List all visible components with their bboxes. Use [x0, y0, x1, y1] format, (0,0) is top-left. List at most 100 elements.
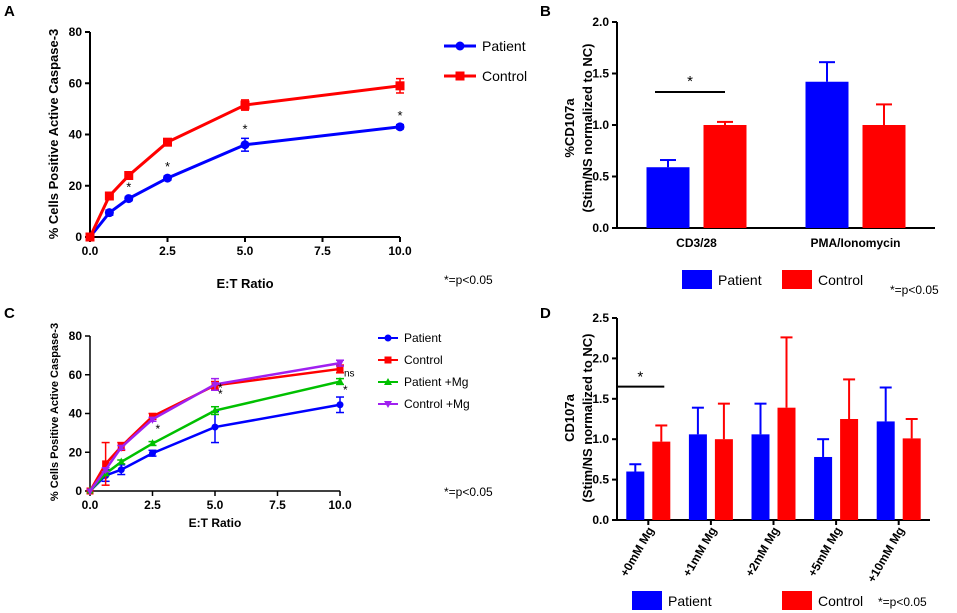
panel-d-category-label: +2mM Mg: [742, 525, 782, 580]
panel-d-bar-patient: [876, 421, 895, 520]
panel-c-series-control-mg-line: [88, 361, 341, 492]
panel-a-chart: % Cells Positive Active Caspase-3 E:T Ra…: [46, 25, 527, 291]
panel-a-x-tick-label: 5.0: [237, 244, 254, 258]
panel-d-significance-star: *: [637, 369, 643, 386]
legend-control-label: Control: [818, 593, 863, 609]
panel-d-bar-patient: [751, 434, 770, 520]
panel-a-x-tick-label: 2.5: [159, 244, 176, 258]
panel-c-significance-annotation: ns: [344, 369, 355, 380]
panel-c-x-tick-label: 10.0: [328, 498, 352, 512]
legend-control-label: Control: [404, 353, 443, 367]
panel-label-b: B: [540, 3, 551, 20]
panel-c-ylabel: % Cells Positive Active Caspase-3: [49, 323, 61, 501]
panel-c-pvalue-note: *=p<0.05: [444, 485, 493, 499]
panel-a-series-patient-significance-star: *: [165, 159, 170, 174]
panel-c-x-tick-label: 7.5: [269, 498, 286, 512]
panel-c-series-control-mg-point: [86, 488, 94, 496]
legend-control-swatch: [782, 591, 812, 610]
panel-d-chart: CD107a (Stim/NS normalized to NC) Patien…: [562, 311, 930, 610]
panel-c-y-tick-label: 20: [69, 445, 83, 459]
panel-b-bar-control: [862, 125, 906, 228]
panel-d-pvalue-note: *=p<0.05: [878, 595, 927, 609]
panel-a-xlabel: E:T Ratio: [216, 276, 273, 291]
panel-b-y-tick-label: 0.5: [592, 170, 609, 184]
panel-b-bar-patient: [805, 81, 849, 229]
panel-d-bar-control: [840, 419, 859, 520]
panel-a-y-tick-label: 80: [69, 25, 83, 39]
panel-c-series-control-point: [336, 365, 344, 373]
panel-label-d: D: [540, 305, 551, 322]
panel-a-y-tick-label: 60: [69, 76, 83, 90]
panel-a-series-patient-point: [163, 173, 172, 183]
panel-a-series-control-line: [88, 84, 401, 238]
panel-d-bar-control: [902, 438, 921, 520]
panel-b-category-label: CD3/28: [676, 236, 717, 250]
legend-control-mg-marker: [384, 401, 392, 408]
panel-c-series-patient-mg-point: [211, 406, 219, 414]
panel-c-series-patient-mg-line: [89, 380, 341, 492]
panel-c-y-tick-label: 60: [69, 368, 83, 382]
panel-d-category-label: +10mM Mg: [864, 525, 907, 585]
panel-c-x-tick-label: 2.5: [144, 498, 161, 512]
panel-b-bar-patient: [646, 167, 690, 228]
panel-c-series-control-mg-point: [102, 467, 110, 475]
legend-patient-swatch: [632, 591, 662, 610]
panel-a-series-patient-point: [395, 122, 405, 132]
legend-control-label: Control: [482, 68, 527, 84]
panel-c-xlabel: E:T Ratio: [189, 516, 242, 530]
panel-d-y-tick-label: 0.0: [592, 513, 609, 527]
panel-c-series-control-mg-point: [211, 381, 219, 389]
panel-a-y-tick-label: 0: [75, 230, 82, 244]
panel-b-ylabel-line1: %CD107a: [562, 98, 577, 158]
panel-d-category-label: +5mM Mg: [805, 525, 845, 580]
panel-c-y-tick-label: 40: [69, 407, 83, 421]
panel-b-ylabel-line2: (Stim/NS normalized to NC): [580, 43, 595, 212]
panel-c-series-patient-mg-point: [336, 377, 344, 385]
legend-patient-label: Patient: [718, 272, 762, 288]
panel-a-series-patient-point: [104, 208, 114, 218]
panel-d-y-tick-label: 2.0: [592, 351, 609, 365]
panel-a-pvalue-note: *=p<0.05: [444, 273, 493, 287]
panel-a-series-patient-significance-star: *: [126, 180, 131, 195]
panel-c-significance-annotation: *: [343, 383, 348, 397]
panel-b-chart: %CD107a (Stim/NS normalized to NC) Patie…: [562, 15, 939, 297]
panel-c-series-patient-point: [117, 466, 125, 474]
panel-c-x-tick-label: 5.0: [207, 498, 224, 512]
panel-a-series-control-point: [124, 171, 134, 180]
panel-c-chart: % Cells Positive Active Caspase-3 E:T Ra…: [49, 323, 493, 530]
panel-c-series-patient-point: [336, 401, 344, 409]
panel-a-series-control-point: [104, 191, 114, 201]
legend-control-mg-label: Control +Mg: [404, 397, 470, 411]
panel-b-bar-control: [703, 125, 747, 228]
panel-a-y-tick-label: 40: [69, 128, 83, 142]
panel-c-series-control-point: [102, 460, 110, 468]
panel-d-bar-patient: [626, 471, 645, 520]
panel-c-series-patient-mg-point: [149, 439, 156, 447]
panel-d-bar-control: [777, 407, 796, 520]
panel-b-y-tick-label: 0.0: [592, 221, 609, 235]
panel-d-ylabel-line2: (Stim/NS normalized to NC): [580, 333, 595, 502]
panel-a-x-tick-label: 0.0: [82, 244, 99, 258]
panel-c-x-tick-label: 0.0: [82, 498, 99, 512]
panel-a-series-patient-line: [88, 125, 401, 238]
panel-a-series-patient-significance-star: *: [397, 108, 402, 123]
panel-d-ylabel-line1: CD107a: [562, 393, 577, 441]
panel-b-y-tick-label: 1.0: [592, 118, 609, 132]
panel-b-significance-star: *: [687, 73, 693, 90]
legend-patient-label: Patient: [404, 331, 442, 345]
panel-b-y-tick-label: 2.0: [592, 15, 609, 29]
panel-c-significance-annotation: *: [218, 387, 223, 401]
panel-c-series-control-mg-point: [149, 416, 156, 424]
legend-patient-label: Patient: [668, 593, 712, 609]
panel-d-bar-control: [652, 441, 671, 520]
legend-control-label: Control: [818, 272, 863, 288]
panel-a-series-control-point: [240, 100, 250, 110]
panel-b-pvalue-note: *=p<0.05: [890, 283, 939, 297]
panel-d-category-label: +0mM Mg: [617, 525, 657, 580]
panel-d-bar-patient: [688, 434, 707, 520]
panel-c-significance-annotation: *: [156, 422, 161, 436]
legend-patient-marker: [384, 334, 392, 342]
panel-b-y-tick-label: 1.5: [592, 67, 609, 81]
panel-a-ylabel: % Cells Positive Active Caspase-3: [46, 29, 61, 240]
panel-a-x-tick-label: 7.5: [314, 244, 331, 258]
